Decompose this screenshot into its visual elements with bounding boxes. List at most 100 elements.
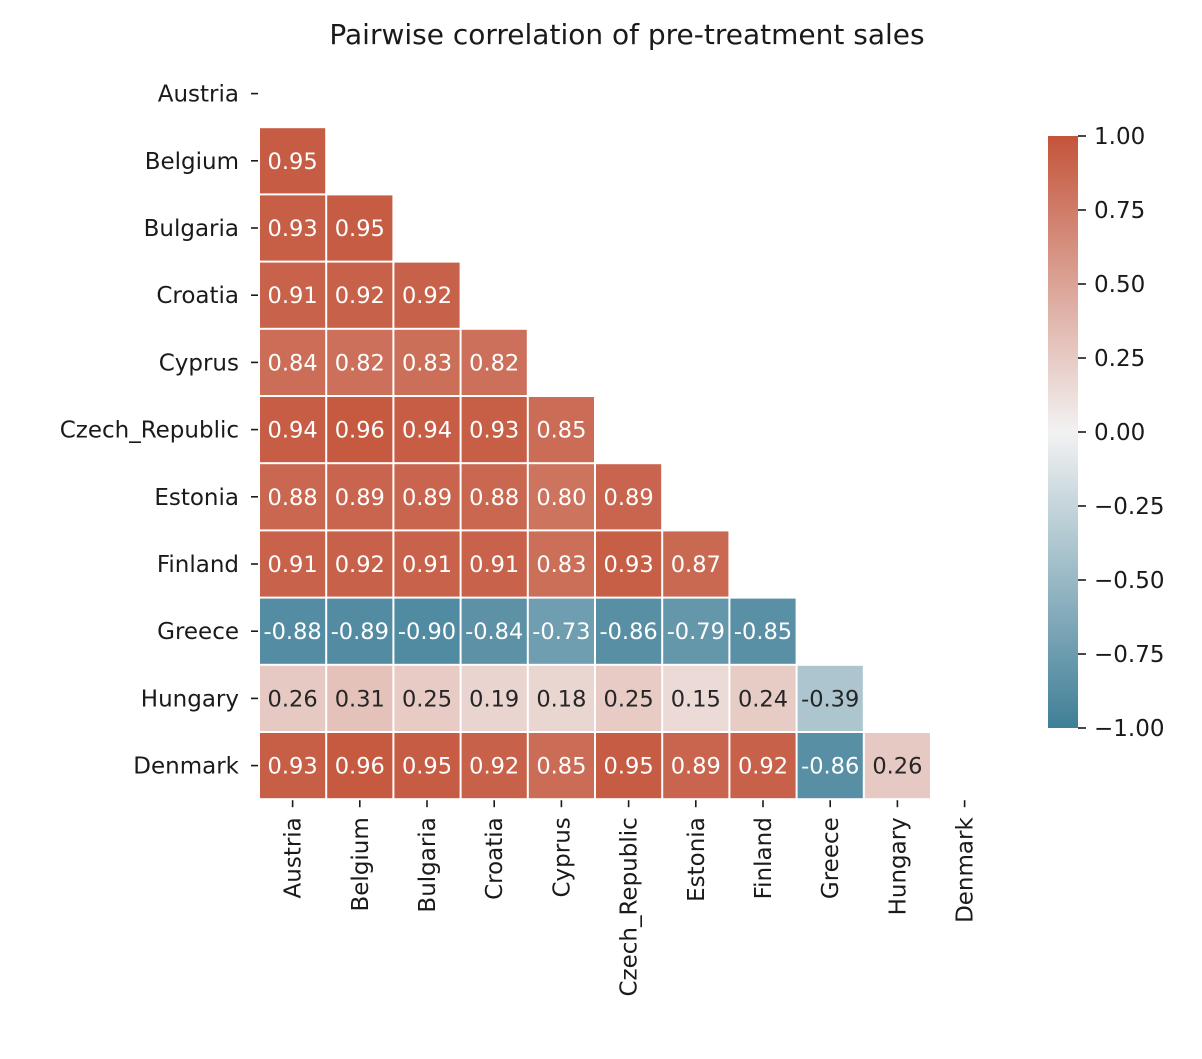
heatmap-cell-denmark-hungary — [864, 733, 930, 799]
heatmap-cell-hungary-greece — [797, 665, 863, 731]
heatmap-cell-bulgaria-belgium — [327, 195, 393, 261]
heatmap-cell-estonia-belgium — [327, 464, 393, 530]
heatmap-cell-label-denmark-croatia: 0.92 — [469, 754, 519, 780]
heatmap-cell-label-czech-republic-croatia: 0.93 — [469, 418, 519, 444]
heatmap-cell-croatia-austria — [260, 262, 326, 328]
heatmap-cell-label-denmark-estonia: 0.89 — [671, 754, 721, 780]
column-label-cyprus: Cyprus — [549, 817, 575, 897]
heatmap-cell-label-denmark-austria: 0.93 — [268, 754, 318, 780]
heatmap-cell-czech-republic-croatia — [461, 397, 527, 463]
heatmap-cell-cyprus-croatia — [461, 329, 527, 395]
row-label-czech-republic: Czech_Republic — [60, 418, 239, 444]
heatmap-cell-czech-republic-bulgaria — [394, 397, 460, 463]
heatmap-cell-greece-croatia — [461, 598, 527, 664]
heatmap-cell-label-czech-republic-cyprus: 0.85 — [536, 418, 586, 444]
colorbar-tick-label: 0.50 — [1094, 272, 1145, 298]
heatmap-cell-hungary-finland — [730, 665, 796, 731]
column-label-croatia: Croatia — [482, 817, 508, 900]
heatmap-cell-cyprus-austria — [260, 329, 326, 395]
heatmap-cell-label-cyprus-bulgaria: 0.83 — [402, 350, 452, 376]
heatmap-cell-label-hungary-estonia: 0.15 — [671, 686, 721, 712]
heatmap-cell-denmark-greece — [797, 733, 863, 799]
row-label-croatia: Croatia — [156, 283, 239, 309]
heatmap-cell-finland-belgium — [327, 531, 393, 597]
heatmap-cell-croatia-belgium — [327, 262, 393, 328]
heatmap-cell-label-estonia-belgium: 0.89 — [335, 485, 385, 511]
heatmap-cell-label-czech-republic-bulgaria: 0.94 — [402, 418, 452, 444]
heatmap-cell-label-estonia-bulgaria: 0.89 — [402, 485, 452, 511]
heatmap-cell-label-denmark-cyprus: 0.85 — [536, 754, 586, 780]
heatmap-cell-label-finland-estonia: 0.87 — [671, 552, 721, 578]
column-label-austria: Austria — [281, 817, 307, 898]
colorbar-tick-label: −0.75 — [1094, 642, 1164, 668]
heatmap-cell-label-hungary-croatia: 0.19 — [469, 686, 519, 712]
column-axis-labels: Austria Belgium Bulgaria Croatia Cyprus Czech… — [281, 800, 979, 997]
heatmap-cell-hungary-belgium — [327, 665, 393, 731]
heatmap-cell-label-estonia-cyprus: 0.80 — [536, 485, 586, 511]
heatmap-cell-label-estonia-austria: 0.88 — [268, 485, 318, 511]
heatmap-cell-label-greece-austria: -0.88 — [263, 619, 321, 645]
column-label-hungary: Hungary — [885, 817, 911, 915]
heatmap-cells: 0.95 0.93 0.95 0.91 0.92 0.92 0.84 0.82 0.83 0.82… — [260, 128, 930, 799]
heatmap-cell-hungary-austria — [260, 665, 326, 731]
heatmap-cell-finland-austria — [260, 531, 326, 597]
heatmap-cell-finland-cyprus — [528, 531, 594, 597]
heatmap-cell-label-denmark-czech-republic: 0.95 — [604, 754, 654, 780]
row-label-hungary: Hungary — [141, 686, 239, 712]
heatmap-cell-label-czech-republic-austria: 0.94 — [268, 418, 318, 444]
heatmap-cell-czech-republic-austria — [260, 397, 326, 463]
row-label-cyprus: Cyprus — [159, 350, 239, 376]
heatmap-cell-denmark-belgium — [327, 733, 393, 799]
heatmap-cell-estonia-bulgaria — [394, 464, 460, 530]
heatmap-cell-greece-austria — [260, 598, 326, 664]
heatmap-cell-hungary-bulgaria — [394, 665, 460, 731]
heatmap-cell-czech-republic-cyprus — [528, 397, 594, 463]
heatmap-cell-label-hungary-austria: 0.26 — [268, 686, 318, 712]
row-label-denmark: Denmark — [133, 754, 239, 780]
heatmap-cell-label-estonia-czech-republic: 0.89 — [604, 485, 654, 511]
heatmap-cell-label-finland-croatia: 0.91 — [469, 552, 519, 578]
heatmap-cell-label-greece-cyprus: -0.73 — [532, 619, 590, 645]
colorbar-tick-label: −1.00 — [1094, 716, 1164, 742]
colorbar-tick-label: −0.25 — [1094, 494, 1164, 520]
heatmap-cell-finland-bulgaria — [394, 531, 460, 597]
heatmap-cell-label-greece-finland: -0.85 — [734, 619, 792, 645]
colorbar-tick-label: 0.75 — [1094, 198, 1145, 224]
heatmap-cell-denmark-bulgaria — [394, 733, 460, 799]
heatmap-cell-cyprus-belgium — [327, 329, 393, 395]
column-label-finland: Finland — [751, 817, 777, 899]
heatmap-cell-greece-estonia — [663, 598, 729, 664]
heatmap-cell-hungary-cyprus — [528, 665, 594, 731]
heatmap-cell-label-hungary-bulgaria: 0.25 — [402, 686, 452, 712]
heatmap-cell-belgium-austria — [260, 128, 326, 194]
heatmap-cell-label-hungary-finland: 0.24 — [738, 686, 788, 712]
heatmap-cell-label-denmark-finland: 0.92 — [738, 754, 788, 780]
column-label-greece: Greece — [818, 817, 844, 899]
heatmap-cell-label-finland-cyprus: 0.83 — [536, 552, 586, 578]
heatmap-cell-finland-czech-republic — [596, 531, 662, 597]
row-label-estonia: Estonia — [154, 485, 239, 511]
heatmap-cell-label-greece-belgium: -0.89 — [331, 619, 389, 645]
heatmap-cell-denmark-austria — [260, 733, 326, 799]
heatmap-cell-cyprus-bulgaria — [394, 329, 460, 395]
heatmap-cell-denmark-cyprus — [528, 733, 594, 799]
heatmap-cell-finland-estonia — [663, 531, 729, 597]
colorbar-tick-label: 0.25 — [1094, 346, 1145, 372]
heatmap-cell-greece-belgium — [327, 598, 393, 664]
heatmap-cell-estonia-czech-republic — [596, 464, 662, 530]
heatmap-cell-bulgaria-austria — [260, 195, 326, 261]
heatmap-cell-label-finland-czech-republic: 0.93 — [604, 552, 654, 578]
chart-title: Pairwise correlation of pre-treatment sa… — [329, 18, 924, 51]
heatmap-cell-greece-bulgaria — [394, 598, 460, 664]
heatmap-cell-label-croatia-bulgaria: 0.92 — [402, 283, 452, 309]
column-label-czech-republic: Czech_Republic — [617, 817, 643, 996]
heatmap-cell-label-denmark-bulgaria: 0.95 — [402, 754, 452, 780]
heatmap-cell-denmark-finland — [730, 733, 796, 799]
heatmap-cell-label-hungary-cyprus: 0.18 — [536, 686, 586, 712]
heatmap-cell-label-greece-estonia: -0.79 — [667, 619, 725, 645]
heatmap-cell-label-finland-belgium: 0.92 — [335, 552, 385, 578]
column-label-bulgaria: Bulgaria — [415, 817, 441, 912]
heatmap-cell-label-cyprus-austria: 0.84 — [268, 350, 318, 376]
row-axis-labels: Austria Belgium Bulgaria Croatia Cyprus Czech… — [60, 82, 258, 780]
colorbar-gradient — [1048, 136, 1078, 728]
